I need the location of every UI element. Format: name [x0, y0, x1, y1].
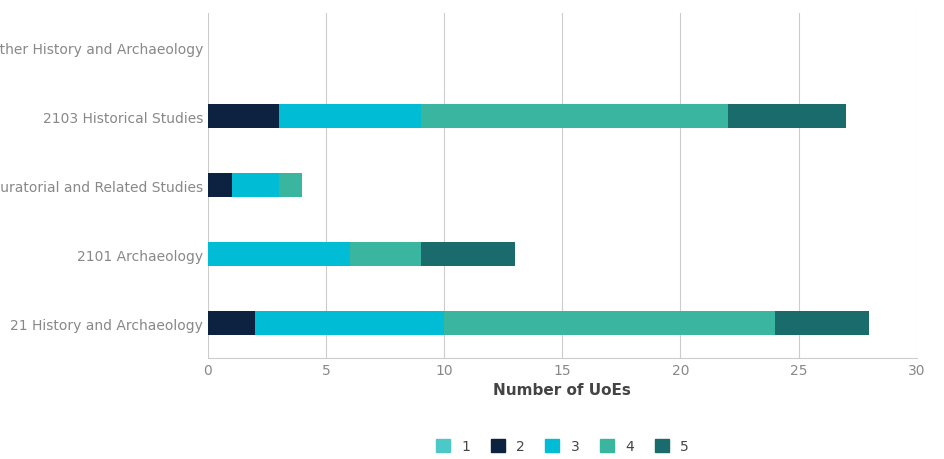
Bar	[255, 312, 444, 336]
Bar	[208, 243, 349, 267]
Bar	[420, 105, 727, 129]
Bar	[208, 105, 278, 129]
Bar	[727, 105, 845, 129]
Bar	[208, 174, 231, 198]
X-axis label: Number of UoEs: Number of UoEs	[493, 382, 631, 397]
Bar	[444, 312, 774, 336]
Bar	[231, 174, 278, 198]
Bar	[208, 312, 255, 336]
Bar	[349, 243, 420, 267]
Bar	[774, 312, 868, 336]
Legend: 1, 2, 3, 4, 5: 1, 2, 3, 4, 5	[430, 434, 693, 459]
Bar	[420, 243, 514, 267]
Bar	[278, 174, 302, 198]
Bar	[278, 105, 420, 129]
